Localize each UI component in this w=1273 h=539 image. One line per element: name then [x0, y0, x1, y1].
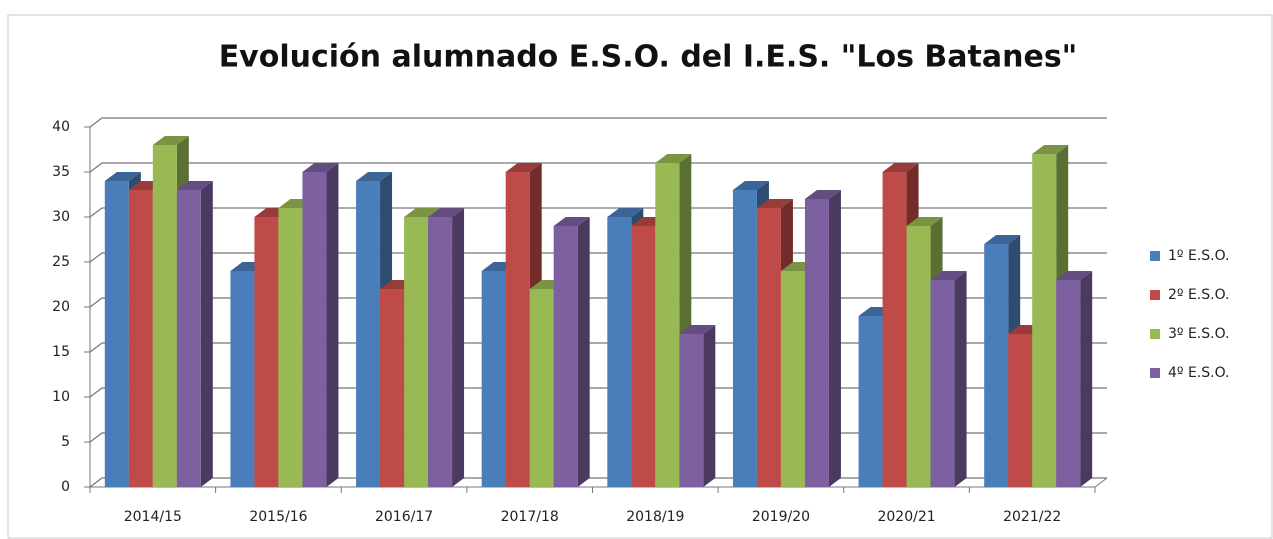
bar: [152, 145, 177, 487]
bar: [128, 190, 153, 487]
y-tick-label: 0: [61, 479, 70, 495]
bar: [553, 226, 578, 487]
bar-top: [1032, 145, 1069, 154]
bar-side: [1080, 271, 1093, 487]
bar: [254, 217, 279, 487]
legend-swatch: [1150, 290, 1160, 300]
bar-side: [200, 181, 213, 487]
bar-top: [553, 217, 590, 226]
legend-label: 4º E.S.O.: [1168, 365, 1230, 381]
y-tick-label: 30: [52, 209, 70, 225]
bar: [732, 190, 757, 487]
y-tick-label: 25: [52, 254, 70, 270]
bar: [984, 244, 1009, 487]
bar-top: [1056, 271, 1093, 280]
bar: [505, 172, 530, 487]
bar: [906, 226, 931, 487]
y-tick-label: 5: [61, 434, 70, 450]
bar-top: [356, 172, 393, 181]
bar: [302, 172, 327, 487]
bar-top: [882, 163, 919, 172]
bar: [529, 289, 554, 487]
bar-side: [452, 208, 465, 487]
bar: [356, 181, 381, 487]
legend-label: 2º E.S.O.: [1168, 287, 1230, 303]
bar-top: [152, 136, 189, 145]
grid-line: [89, 117, 1107, 128]
y-tick-label: 40: [52, 119, 70, 135]
bar-top: [505, 163, 542, 172]
chart-title: Evolución alumnado E.S.O. del I.E.S. "Lo…: [219, 40, 1078, 75]
bar: [607, 217, 632, 487]
bar-top: [984, 235, 1021, 244]
legend-label: 3º E.S.O.: [1168, 326, 1230, 342]
bar: [278, 208, 303, 487]
bar: [756, 208, 781, 487]
bar: [1056, 280, 1081, 487]
bar: [655, 163, 680, 487]
bar-side: [954, 271, 967, 487]
bar: [679, 334, 704, 487]
bar-top: [930, 271, 967, 280]
bar-top: [732, 181, 769, 190]
x-tick-label: 2019/20: [752, 509, 810, 525]
bar-side: [703, 325, 716, 487]
bar-top: [804, 190, 841, 199]
bar: [1008, 334, 1033, 487]
bar: [804, 199, 829, 487]
legend-swatch: [1150, 251, 1160, 261]
bar: [104, 181, 129, 487]
x-tick-label: 2017/18: [501, 509, 559, 525]
x-tick-label: 2016/17: [375, 509, 433, 525]
bar-top: [906, 217, 943, 226]
bar: [380, 289, 405, 487]
x-tick-label: 2014/15: [124, 509, 182, 525]
legend-label: 1º E.S.O.: [1168, 248, 1230, 264]
bar-top: [679, 325, 716, 334]
legend-swatch: [1150, 329, 1160, 339]
bar: [930, 280, 955, 487]
bar: [481, 271, 506, 487]
y-tick-label: 20: [52, 299, 70, 315]
bar: [1032, 154, 1057, 487]
grid-line: [89, 162, 1107, 173]
bar: [176, 190, 201, 487]
bar-top: [104, 172, 141, 181]
y-tick-label: 35: [52, 164, 70, 180]
bar-top: [176, 181, 213, 190]
bar-side: [577, 217, 590, 487]
x-tick-label: 2020/21: [877, 509, 935, 525]
bar: [858, 316, 883, 487]
legend-swatch: [1150, 368, 1160, 378]
bar-side: [326, 163, 339, 487]
x-tick-label: 2018/19: [626, 509, 684, 525]
bar-top: [655, 154, 692, 163]
bar: [428, 217, 453, 487]
bar: [631, 226, 656, 487]
bar: [780, 271, 805, 487]
y-tick-label: 10: [52, 389, 70, 405]
bar-top: [607, 208, 644, 217]
x-tick-label: 2015/16: [249, 509, 307, 525]
bar: [230, 271, 255, 487]
x-tick-label: 2021/22: [1003, 509, 1061, 525]
bar: [882, 172, 907, 487]
bar: [404, 217, 429, 487]
bar-top: [428, 208, 465, 217]
bar-top: [756, 199, 793, 208]
bar-top: [302, 163, 339, 172]
bar-side: [828, 190, 841, 487]
y-tick-label: 15: [52, 344, 70, 360]
